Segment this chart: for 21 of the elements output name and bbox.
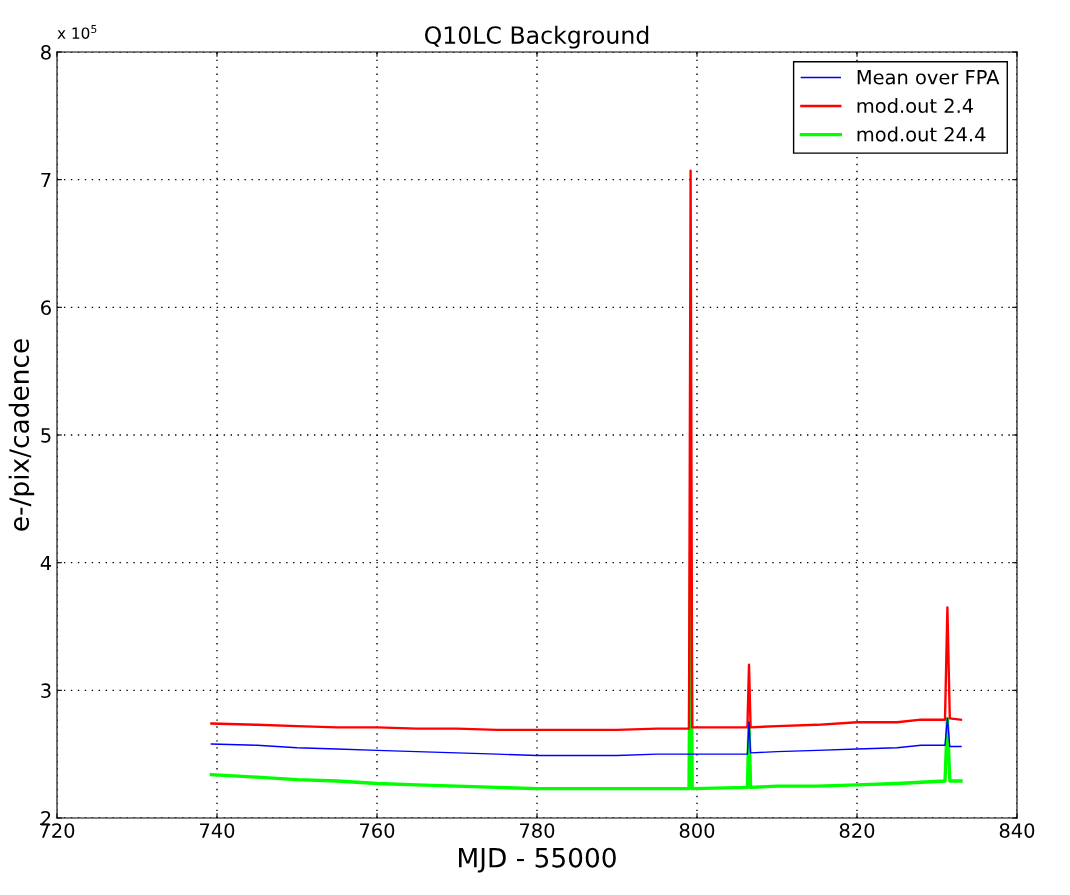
y-tick-label: 6 <box>41 300 51 315</box>
line-series <box>210 169 963 732</box>
y-tick-label: 5 <box>41 428 51 443</box>
x-tick-label: 780 <box>520 823 555 838</box>
y-tick-label: 4 <box>40 555 52 571</box>
x-tick-label: 800 <box>679 823 715 838</box>
x-tick-label: 840 <box>999 823 1035 838</box>
legend-label: mod.out 24.4 <box>857 126 986 142</box>
y-axis-title: e-/pix/cadence <box>8 339 35 531</box>
x-tick-label: 760 <box>360 823 395 838</box>
x-axis-title: MJD - 55000 <box>459 847 616 873</box>
x-tick-label: 740 <box>200 823 235 838</box>
chart-title: Q10LC Background <box>425 25 649 49</box>
text: x 10$^{5}$ <box>57 25 97 39</box>
legend-label: Mean over FPA <box>857 70 1000 85</box>
x-tick-label: 820 <box>839 823 875 838</box>
legend-label: mod.out 2.4 <box>857 98 974 114</box>
y-tick-label: 3 <box>41 683 51 698</box>
y-tick-label: 7 <box>41 172 51 188</box>
line-series <box>210 717 962 757</box>
y-tick-label: 8 <box>41 44 51 60</box>
